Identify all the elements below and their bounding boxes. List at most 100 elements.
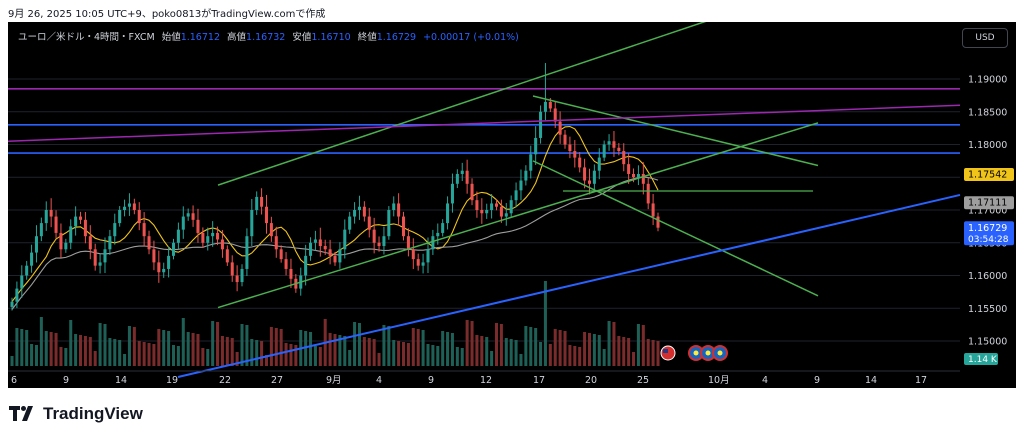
candle-body (539, 111, 543, 138)
time-tick-label: 27 (271, 375, 283, 386)
volume-bar (514, 340, 518, 366)
volume-bar (93, 351, 97, 366)
us-flag-icon-canton (663, 349, 668, 353)
volume-bar (636, 324, 640, 366)
candle-body (583, 167, 587, 181)
candle-body (622, 151, 626, 165)
blue-support-trendline (177, 193, 961, 378)
price-chart[interactable]: 1.190001.185001.180001.175001.170001.165… (8, 22, 1016, 388)
candle-body (250, 210, 254, 237)
us-flag-icon[interactable] (660, 345, 676, 361)
candle-body (465, 170, 469, 184)
candle-body (118, 210, 122, 224)
candle-body (617, 147, 621, 152)
time-tick-label: 6 (11, 375, 17, 386)
close-value: 1.16729 (376, 32, 417, 43)
volume-bar (553, 329, 557, 366)
volume-bar (490, 351, 494, 366)
volume-bar (83, 336, 87, 366)
volume-bar (196, 334, 200, 366)
volume-bar (132, 327, 136, 366)
volume-bar (529, 327, 533, 366)
volume-bar (431, 345, 435, 366)
candle-body (152, 249, 156, 263)
volume-bar (558, 330, 562, 366)
candle-body (553, 108, 557, 122)
volume-bar (426, 344, 430, 366)
price-tick-label: 1.17000 (968, 206, 1007, 217)
volume-bar (103, 324, 107, 366)
eu-event-icon[interactable] (712, 345, 728, 361)
price-tick-label: 1.15500 (968, 304, 1007, 315)
volume-bar (211, 321, 215, 366)
candle-body (10, 301, 14, 307)
candle-body (78, 216, 83, 220)
candle-body (362, 206, 366, 217)
candle-body (353, 210, 357, 217)
candle-body (490, 203, 494, 210)
candle-body (563, 134, 567, 145)
tradingview-logo[interactable]: TradingView (9, 404, 143, 424)
candle-body (612, 141, 616, 148)
candle-body (421, 262, 425, 266)
time-tick-label: 19 (166, 375, 178, 386)
volume-bar (338, 335, 342, 366)
volume-bar (15, 328, 19, 366)
event-icons[interactable] (660, 345, 728, 361)
time-axis[interactable]: 6 9 14 19 22 27 9月 4 9 12 17 20 25 10月 4 9 14 17 (8, 370, 960, 386)
volume-bar (201, 348, 205, 366)
candles (10, 63, 660, 311)
volume-bar (392, 340, 396, 366)
time-tick-label: 10月 (708, 375, 730, 386)
low-value: 1.16710 (311, 32, 351, 43)
candle-body (632, 173, 636, 178)
candle-body (455, 173, 459, 184)
volume-bar (353, 322, 357, 366)
candle-body (98, 262, 102, 266)
candle-body (450, 183, 454, 204)
volume-bar (240, 324, 244, 366)
price-tick-label: 1.18500 (968, 107, 1007, 118)
volume-bar (59, 347, 63, 366)
volume-bar (167, 331, 171, 366)
change-value: +0.00017 (+0.01%) (423, 32, 519, 43)
volume-bar (436, 346, 440, 366)
candle-body (191, 213, 195, 220)
volume-bar (343, 336, 347, 366)
chart-area[interactable]: 1.190001.185001.180001.175001.170001.165… (8, 22, 1016, 388)
candle-body (338, 249, 342, 263)
candle-body (15, 288, 19, 302)
candle-body (602, 144, 606, 158)
candle-body (436, 232, 440, 237)
volume-bar (54, 333, 58, 366)
eu-event-icon[interactable] (688, 345, 704, 361)
volume-bar (20, 329, 24, 366)
candle-body (240, 268, 244, 283)
volume-bar (485, 337, 489, 366)
candle-body (504, 213, 508, 217)
price-label-bg (964, 167, 1014, 181)
volume-bar (181, 318, 185, 366)
currency-button[interactable]: USD (962, 28, 1008, 48)
time-tick-label: 22 (219, 375, 231, 386)
symbol-name[interactable]: ユーロ／米ドル・4時間・FXCM (18, 32, 155, 43)
volume-bar (587, 333, 592, 366)
candle-body (30, 252, 34, 266)
volume-bar (64, 348, 68, 366)
time-tick-label: 14 (865, 375, 877, 386)
candle-body (387, 210, 391, 237)
candle-body (196, 219, 200, 233)
volume-bar (401, 342, 406, 366)
candle-body (245, 236, 249, 269)
countdown-label: 03:54:28 (968, 235, 1009, 245)
price-label: 1.17111 (968, 198, 1007, 209)
candle-body (377, 242, 381, 247)
price-axis[interactable]: 1.190001.185001.180001.175001.170001.165… (964, 75, 1014, 366)
candle-body (441, 223, 445, 233)
volume-bar (607, 321, 611, 366)
candle-body (656, 216, 660, 228)
candle-body (543, 101, 547, 112)
volume-bar (656, 341, 660, 366)
candle-body (348, 216, 352, 230)
price-tick-label: 1.16000 (968, 271, 1007, 282)
